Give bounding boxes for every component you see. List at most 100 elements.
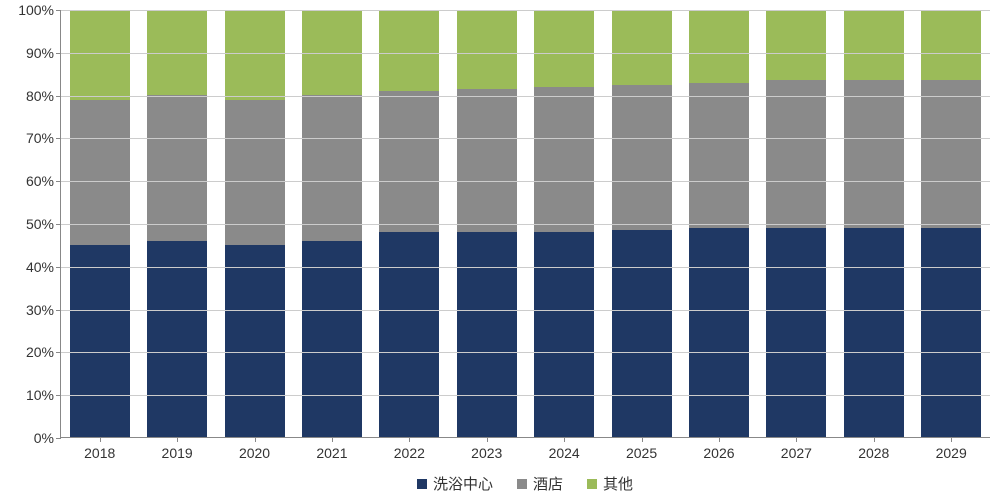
gridline [61, 138, 990, 139]
bar-segment-洗浴中心 [225, 245, 285, 437]
x-tick-mark [796, 437, 797, 442]
y-tick-label: 100% [4, 2, 54, 18]
x-tick-mark [255, 437, 256, 442]
bar-segment-酒店 [147, 95, 207, 240]
y-tick-label: 40% [4, 259, 54, 275]
x-tick-label: 2023 [471, 445, 502, 461]
x-tick-mark [177, 437, 178, 442]
x-tick-label: 2027 [781, 445, 812, 461]
gridline [61, 352, 990, 353]
x-tick-label: 2019 [162, 445, 193, 461]
gridline [61, 181, 990, 182]
x-tick-mark [874, 437, 875, 442]
bar-segment-洗浴中心 [689, 228, 749, 437]
legend-label: 酒店 [533, 473, 563, 494]
bar-segment-其他 [766, 10, 826, 80]
gridline [61, 310, 990, 311]
x-tick-label: 2022 [394, 445, 425, 461]
x-tick-label: 2020 [239, 445, 270, 461]
bar-segment-其他 [612, 10, 672, 85]
y-tick-mark [56, 53, 61, 54]
x-tick-label: 2025 [626, 445, 657, 461]
gridline [61, 96, 990, 97]
bar-segment-洗浴中心 [844, 228, 904, 437]
gridline [61, 224, 990, 225]
bar-segment-酒店 [379, 91, 439, 232]
y-tick-label: 50% [4, 216, 54, 232]
y-tick-label: 10% [4, 387, 54, 403]
y-tick-mark [56, 395, 61, 396]
bar-segment-洗浴中心 [534, 232, 594, 437]
y-tick-mark [56, 96, 61, 97]
bar-segment-酒店 [689, 83, 749, 228]
y-tick-mark [56, 138, 61, 139]
legend: 洗浴中心 酒店 其他 [60, 473, 990, 494]
bar-segment-酒店 [302, 95, 362, 240]
bar-segment-酒店 [612, 85, 672, 230]
bar-segment-洗浴中心 [921, 228, 981, 437]
plot-area: 2018201920202021202220232024202520262027… [60, 10, 990, 438]
bar-segment-酒店 [534, 87, 594, 232]
legend-item: 洗浴中心 [417, 473, 493, 494]
bar-segment-酒店 [766, 80, 826, 227]
x-tick-mark [409, 437, 410, 442]
y-tick-label: 20% [4, 344, 54, 360]
bar-segment-洗浴中心 [70, 245, 130, 437]
bar-segment-其他 [534, 10, 594, 87]
x-tick-mark [951, 437, 952, 442]
bar-segment-其他 [379, 10, 439, 91]
legend-item: 酒店 [517, 473, 563, 494]
x-tick-mark [719, 437, 720, 442]
legend-swatch-icon [517, 479, 527, 489]
gridline [61, 267, 990, 268]
legend-swatch-icon [587, 479, 597, 489]
bar-segment-其他 [457, 10, 517, 89]
y-tick-mark [56, 352, 61, 353]
bar-segment-洗浴中心 [766, 228, 826, 437]
y-tick-mark [56, 438, 61, 439]
gridline [61, 53, 990, 54]
x-tick-label: 2028 [858, 445, 889, 461]
bar-segment-酒店 [844, 80, 904, 227]
bar-segment-洗浴中心 [379, 232, 439, 437]
x-tick-label: 2021 [316, 445, 347, 461]
x-tick-label: 2026 [703, 445, 734, 461]
bar-segment-其他 [921, 10, 981, 80]
bar-segment-酒店 [457, 89, 517, 232]
bar-segment-其他 [689, 10, 749, 83]
bar-segment-洗浴中心 [457, 232, 517, 437]
y-tick-mark [56, 10, 61, 11]
chart-container: 2018 2019 2020 2021 2022 2023 2024 2025 2026 2027… [0, 0, 1004, 502]
x-tick-label: 2018 [84, 445, 115, 461]
y-tick-label: 0% [4, 430, 54, 446]
x-tick-mark [642, 437, 643, 442]
bar-segment-其他 [225, 10, 285, 100]
x-tick-mark [332, 437, 333, 442]
legend-label: 洗浴中心 [433, 473, 493, 494]
bar-segment-酒店 [921, 80, 981, 227]
x-tick-mark [100, 437, 101, 442]
y-tick-mark [56, 224, 61, 225]
y-tick-label: 80% [4, 88, 54, 104]
y-tick-mark [56, 310, 61, 311]
y-tick-label: 70% [4, 130, 54, 146]
bar-segment-洗浴中心 [302, 241, 362, 437]
y-tick-label: 90% [4, 45, 54, 61]
bar-segment-其他 [844, 10, 904, 80]
x-tick-label: 2024 [549, 445, 580, 461]
x-tick-label: 2029 [936, 445, 967, 461]
legend-label: 其他 [603, 473, 633, 494]
y-tick-label: 60% [4, 173, 54, 189]
gridline [61, 395, 990, 396]
x-tick-mark [487, 437, 488, 442]
y-tick-label: 30% [4, 302, 54, 318]
legend-swatch-icon [417, 479, 427, 489]
bar-segment-洗浴中心 [612, 230, 672, 437]
y-tick-mark [56, 181, 61, 182]
x-tick-mark [564, 437, 565, 442]
legend-item: 其他 [587, 473, 633, 494]
bar-segment-洗浴中心 [147, 241, 207, 437]
gridline [61, 10, 990, 11]
bar-segment-其他 [70, 10, 130, 100]
y-tick-mark [56, 267, 61, 268]
